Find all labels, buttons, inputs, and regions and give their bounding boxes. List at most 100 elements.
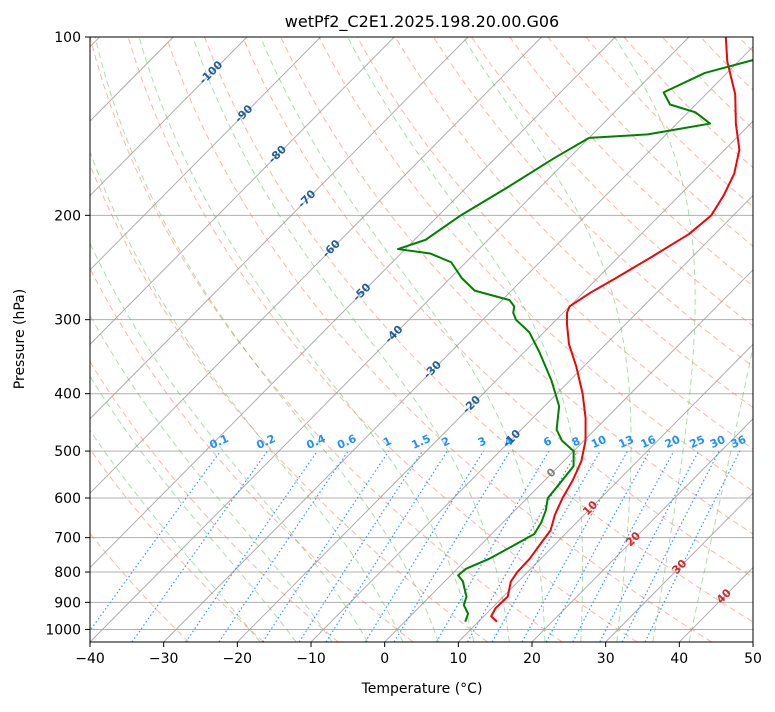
mixing-ratio-line bbox=[262, 450, 390, 642]
isotherm-line bbox=[310, 194, 753, 642]
y-tick-label: 200 bbox=[54, 208, 81, 224]
dry-adiabat-line bbox=[280, 37, 753, 535]
dry-adiabat-line bbox=[432, 37, 753, 368]
isotherm-line bbox=[236, 120, 753, 642]
moist-adiabat-line bbox=[462, 37, 632, 642]
mixing-ratio-line bbox=[131, 450, 268, 642]
dry-adiabat-line bbox=[90, 448, 264, 642]
x-tick-label: 40 bbox=[670, 651, 688, 667]
dry-adiabat-line bbox=[394, 37, 753, 409]
mixing-ratio-label: 3 bbox=[476, 434, 488, 449]
x-tick-label: 50 bbox=[744, 651, 762, 667]
y-tick-label: 300 bbox=[54, 313, 81, 329]
y-tick-label: 100 bbox=[54, 30, 81, 46]
mixing-ratio-label: 8 bbox=[570, 434, 582, 449]
dry-adiabat-line bbox=[318, 37, 753, 492]
y-tick-label: 800 bbox=[54, 565, 81, 581]
x-tick-label: 30 bbox=[597, 651, 615, 667]
y-axis-label: Pressure (hPa) bbox=[12, 289, 28, 389]
dry-adiabat-line bbox=[471, 37, 753, 327]
mixing-ratio-label: 10 bbox=[589, 433, 609, 451]
isotherm-line bbox=[90, 37, 248, 197]
moist-adiabat-line bbox=[347, 37, 584, 642]
dry-adiabat-line bbox=[623, 37, 753, 169]
x-axis-label: Temperature (°C) bbox=[361, 681, 483, 697]
moist-adiabat-line bbox=[260, 37, 546, 642]
y-tick-label: 700 bbox=[54, 531, 81, 547]
isotherm-line bbox=[90, 37, 616, 569]
dry-adiabat-line bbox=[165, 37, 712, 642]
isotherm-line bbox=[90, 37, 542, 494]
reference-lines-layer bbox=[90, 37, 753, 642]
dry-adiabat-line bbox=[203, 37, 753, 623]
x-tick-label: 10 bbox=[449, 651, 467, 667]
y-tick-label: 600 bbox=[54, 491, 81, 507]
dry-adiabat-line bbox=[90, 267, 414, 642]
dry-adiabat-line bbox=[738, 37, 753, 53]
mixing-ratio-line bbox=[521, 450, 629, 642]
isotherm-line bbox=[163, 46, 753, 642]
x-tick-label: −20 bbox=[223, 651, 253, 667]
mixing-ratio-line bbox=[298, 450, 424, 642]
moist-adiabat-line bbox=[90, 375, 297, 642]
dry-adiabat-line bbox=[509, 37, 753, 287]
x-tick-label: 0 bbox=[380, 651, 389, 667]
mixing-ratio-label: 0.4 bbox=[304, 432, 327, 452]
isotherm-line bbox=[531, 418, 753, 642]
mixing-ratio-line bbox=[572, 450, 675, 642]
mixing-ratio-label: 25 bbox=[688, 433, 707, 451]
chart-title: wetPf2_C2E1.2025.198.20.00.G06 bbox=[285, 12, 559, 32]
mixing-ratio-line bbox=[364, 450, 485, 642]
mixing-ratio-line bbox=[185, 450, 318, 642]
moist-adiabat-line bbox=[90, 314, 333, 642]
dry-adiabat-line bbox=[90, 360, 339, 642]
dry-adiabat-line bbox=[127, 37, 638, 642]
dry-adiabat-line bbox=[356, 37, 753, 450]
plot-frame bbox=[89, 36, 754, 643]
mixing-ratio-label: 36 bbox=[729, 433, 749, 451]
mixing-ratio-label: 1 bbox=[381, 434, 393, 449]
x-tick-label: −10 bbox=[296, 651, 326, 667]
isotherm-line bbox=[605, 492, 753, 642]
moist-adiabat-line bbox=[90, 150, 404, 642]
isotherm-line bbox=[384, 269, 753, 642]
mixing-ratio-label: 6 bbox=[541, 434, 554, 449]
mixing-ratio-label: 2 bbox=[440, 434, 452, 449]
y-tick-label: 400 bbox=[54, 387, 81, 403]
mixing-ratio-label: 0.1 bbox=[208, 432, 231, 452]
moist-adiabat-line bbox=[138, 37, 475, 642]
mixing-ratio-label: 30 bbox=[708, 433, 728, 451]
dry-adiabat-line bbox=[661, 37, 753, 130]
isotherm-line bbox=[90, 37, 395, 346]
moist-adiabat-line bbox=[688, 344, 753, 642]
mixing-ratio-line bbox=[545, 450, 651, 642]
axis-layer: −40 −30 −20 −10 0 10 20 30 40 5010020030040050060… bbox=[45, 30, 762, 667]
isotherm-line bbox=[752, 641, 753, 642]
y-tick-label: 900 bbox=[54, 595, 81, 611]
mixing-ratio-label: 13 bbox=[617, 433, 636, 451]
moist-adiabat-line bbox=[90, 429, 261, 642]
moist-adiabat-line bbox=[614, 37, 696, 642]
mixing-ratio-label: 20 bbox=[663, 433, 683, 451]
mixing-ratio-line bbox=[393, 450, 511, 642]
y-tick-label: 1000 bbox=[45, 622, 81, 638]
moist-adiabat-line bbox=[90, 242, 369, 642]
mixing-ratio-line bbox=[599, 450, 700, 642]
reference-labels-layer: 0.1 0.2 0.4 0.6 1 1.5 2 3 4 6 8 10 13 16 20 25 30 36-100-… bbox=[197, 58, 749, 606]
moist-adiabat-line bbox=[94, 37, 439, 642]
dry-adiabat-line bbox=[242, 37, 753, 579]
moist-adiabat-line bbox=[192, 37, 510, 642]
mixing-ratio-line bbox=[90, 450, 222, 632]
dewpoint-profile-line bbox=[396, 59, 753, 622]
x-tick-label: −40 bbox=[75, 651, 105, 667]
y-tick-label: 500 bbox=[54, 444, 81, 460]
isotherm-line bbox=[90, 37, 321, 271]
temperature-profile-line bbox=[490, 37, 741, 623]
series-layer bbox=[396, 37, 753, 623]
x-tick-label: 20 bbox=[523, 651, 541, 667]
x-tick-label: −30 bbox=[149, 651, 179, 667]
isotherm-line bbox=[457, 343, 753, 642]
mixing-ratio-line bbox=[325, 450, 448, 642]
